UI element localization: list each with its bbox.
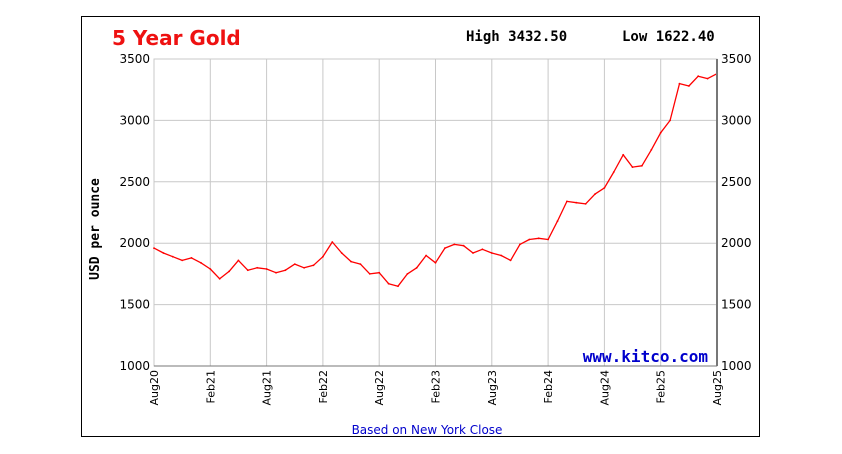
price-point-Aug23 bbox=[490, 252, 493, 254]
y-tick-label-left: 1000 bbox=[119, 359, 150, 373]
x-tick-label: Feb25 bbox=[655, 370, 668, 403]
price-point-Sep24 bbox=[612, 171, 615, 173]
price-point-Dec20 bbox=[190, 257, 193, 259]
price-point-Aug24 bbox=[603, 187, 606, 189]
price-point-Jan22 bbox=[312, 264, 315, 267]
price-point-Dec21 bbox=[303, 266, 305, 269]
price-point-Nov22 bbox=[406, 273, 409, 275]
price-point-Aug20 bbox=[153, 247, 155, 250]
price-point-Feb24 bbox=[547, 238, 549, 241]
price-point-May25 bbox=[688, 85, 690, 87]
price-point-Jun21 bbox=[246, 269, 249, 272]
y-axis-label: USD per ounce bbox=[88, 178, 103, 280]
chart-frame: 1000 1000 1500 1500 2000 2000 2500 2500 3000 3000… bbox=[81, 16, 760, 437]
price-point-Jun23 bbox=[472, 252, 474, 254]
low-label: Low 1622.40 bbox=[622, 29, 715, 45]
price-point-Sep23 bbox=[500, 254, 503, 257]
price-point-Jul25 bbox=[706, 77, 709, 80]
gold-price-chart: 1000 1000 1500 1500 2000 2000 2500 2500 3000 3000… bbox=[88, 26, 752, 437]
price-point-Jan21 bbox=[200, 261, 202, 264]
price-point-Feb21 bbox=[209, 268, 212, 270]
price-point-Nov23 bbox=[519, 243, 521, 246]
price-point-Jul24 bbox=[594, 193, 596, 196]
price-point-Aug21 bbox=[265, 268, 268, 270]
price-point-Nov24 bbox=[631, 166, 634, 169]
price-point-Apr23 bbox=[453, 243, 456, 246]
price-point-Oct22 bbox=[397, 285, 399, 288]
price-point-Jul21 bbox=[256, 266, 259, 269]
price-point-Nov21 bbox=[293, 263, 296, 265]
price-point-Apr25 bbox=[678, 82, 681, 85]
y-tick-label-left: 3000 bbox=[119, 113, 150, 127]
high-label: High 3432.50 bbox=[466, 29, 567, 45]
x-tick-label: Feb24 bbox=[542, 370, 555, 403]
y-tick-label-left: 2000 bbox=[119, 236, 150, 250]
price-point-May21 bbox=[237, 259, 240, 262]
price-point-Oct21 bbox=[284, 269, 287, 272]
price-point-Apr22 bbox=[340, 252, 343, 254]
y-tick-label-right: 1500 bbox=[721, 298, 752, 312]
watermark-text: www.kitco.com bbox=[583, 347, 709, 366]
grid-layer bbox=[153, 58, 718, 367]
price-point-Jan25 bbox=[650, 149, 653, 151]
x-tick-label: Aug21 bbox=[261, 370, 274, 405]
price-point-Dec24 bbox=[641, 164, 643, 167]
y-tick-label-left: 2500 bbox=[119, 175, 150, 189]
x-tick-label: Aug25 bbox=[711, 370, 724, 405]
price-point-Jul23 bbox=[481, 248, 484, 251]
price-point-Feb22 bbox=[322, 255, 324, 258]
price-point-Mar25 bbox=[669, 119, 671, 122]
price-point-May23 bbox=[462, 244, 465, 247]
x-tick-label: Feb21 bbox=[204, 370, 217, 403]
price-point-Oct24 bbox=[622, 153, 625, 156]
price-point-Jun24 bbox=[584, 203, 587, 205]
x-tick-label: Feb22 bbox=[317, 370, 330, 403]
x-tick-label: Aug23 bbox=[486, 370, 499, 405]
y-tick-label-left: 3500 bbox=[119, 52, 150, 66]
price-point-Aug22 bbox=[378, 271, 381, 274]
footer-note: Based on New York Close bbox=[352, 423, 503, 437]
y-tick-label-right: 1000 bbox=[721, 359, 752, 373]
x-tick-label: Aug20 bbox=[148, 370, 161, 405]
y-tick-label-right: 3500 bbox=[721, 52, 752, 66]
price-point-Jun25 bbox=[697, 75, 700, 78]
price-point-Dec22 bbox=[415, 266, 418, 269]
price-point-Sep21 bbox=[275, 271, 277, 274]
price-point-Mar24 bbox=[556, 220, 559, 223]
x-tick-label: Aug24 bbox=[598, 370, 611, 405]
price-point-Mar22 bbox=[331, 241, 334, 243]
price-point-Feb23 bbox=[434, 261, 437, 264]
price-point-Jan23 bbox=[425, 254, 427, 257]
x-tick-label: Feb23 bbox=[430, 370, 443, 403]
price-point-Apr21 bbox=[228, 270, 231, 273]
axes-layer: 1000 1000 1500 1500 2000 2000 2500 2500 3000 3000… bbox=[119, 52, 751, 405]
price-point-Jul22 bbox=[368, 273, 371, 275]
y-tick-label-right: 2500 bbox=[721, 175, 752, 189]
price-point-Dec23 bbox=[528, 238, 531, 241]
y-tick-label-right: 2000 bbox=[721, 236, 752, 250]
y-tick-label-right: 3000 bbox=[721, 113, 752, 127]
price-point-Oct20 bbox=[171, 255, 174, 258]
price-point-Oct23 bbox=[509, 259, 512, 262]
price-point-May22 bbox=[350, 260, 352, 263]
price-point-Feb25 bbox=[659, 131, 662, 134]
price-point-Nov20 bbox=[181, 259, 184, 262]
price-point-Jun22 bbox=[359, 263, 362, 265]
price-point-Jan24 bbox=[537, 237, 540, 240]
x-tick-label: Aug22 bbox=[373, 370, 386, 405]
price-point-Apr24 bbox=[566, 200, 568, 203]
chart-title: 5 Year Gold bbox=[112, 26, 241, 50]
price-point-Sep22 bbox=[387, 282, 390, 285]
price-point-May24 bbox=[575, 201, 578, 204]
price-point-Mar21 bbox=[218, 277, 221, 280]
y-tick-label-left: 1500 bbox=[119, 298, 150, 312]
price-point-Mar23 bbox=[444, 247, 446, 250]
price-point-Sep20 bbox=[162, 252, 165, 254]
